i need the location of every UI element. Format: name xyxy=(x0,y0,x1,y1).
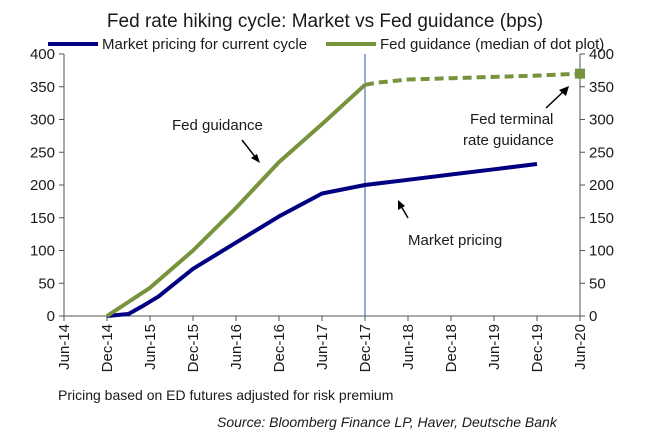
y-tick-label-right: 250 xyxy=(589,144,614,161)
arrow-fed-terminal xyxy=(545,90,565,109)
series-line-1 xyxy=(105,83,367,318)
end-marker xyxy=(575,68,585,79)
y-tick-label-left: 250 xyxy=(30,144,55,161)
annotation-fed-terminal-2: rate guidance xyxy=(463,132,554,149)
annotation-fed-guidance: Fed guidance xyxy=(172,117,263,134)
arrowhead-fed-terminal xyxy=(559,86,569,96)
series-line-0 xyxy=(106,162,538,318)
footnote: Pricing based on ED futures adjusted for… xyxy=(58,387,393,403)
y-tick-label-left: 350 xyxy=(30,79,55,96)
y-tick-label-right: 400 xyxy=(589,46,614,63)
y-tick-label-left: 300 xyxy=(30,112,55,129)
y-tick-label-left: 50 xyxy=(38,275,55,292)
x-tick-label: Dec-18 xyxy=(443,324,460,372)
y-tick-label-right: 200 xyxy=(589,177,614,194)
x-tick-label: Jun-14 xyxy=(56,324,73,370)
arrowhead-fed-guidance xyxy=(251,154,260,163)
x-tick-label: Jun-18 xyxy=(400,324,417,370)
y-tick-label-right: 100 xyxy=(589,243,614,260)
chart-title: Fed rate hiking cycle: Market vs Fed gui… xyxy=(107,11,543,32)
annotation-market-pricing: Market pricing xyxy=(408,232,502,249)
y-tick-label-left: 0 xyxy=(47,308,55,325)
y-tick-label-left: 100 xyxy=(30,243,55,260)
series-line-2 xyxy=(364,71,581,87)
y-tick-label-left: 150 xyxy=(30,210,55,227)
x-tick-label: Jun-17 xyxy=(314,324,331,370)
x-tick-label: Dec-17 xyxy=(357,324,374,372)
x-tick-label: Jun-19 xyxy=(486,324,503,370)
x-tick-label: Jun-15 xyxy=(142,324,159,370)
y-tick-label-right: 150 xyxy=(589,210,614,227)
y-tick-label-left: 200 xyxy=(30,177,55,194)
y-tick-label-left: 400 xyxy=(30,46,55,63)
arrowhead-market-pricing xyxy=(398,200,405,210)
source-note: Source: Bloomberg Finance LP, Haver, Deu… xyxy=(217,414,558,430)
x-tick-label: Jun-20 xyxy=(572,324,589,370)
annotation-fed-terminal-1: Fed terminal xyxy=(470,111,553,128)
x-tick-label: Dec-16 xyxy=(271,324,288,372)
x-tick-label: Dec-19 xyxy=(529,324,546,372)
y-tick-label-right: 50 xyxy=(589,275,606,292)
y-tick-label-right: 0 xyxy=(589,308,597,325)
arrow-market-pricing xyxy=(400,205,409,219)
legend-label-market: Market pricing for current cycle xyxy=(102,36,307,53)
x-tick-label: Jun-16 xyxy=(228,324,245,370)
y-tick-label-right: 300 xyxy=(589,112,614,129)
y-tick-label-right: 350 xyxy=(589,79,614,96)
x-tick-label: Dec-14 xyxy=(99,324,116,372)
x-tick-label: Dec-15 xyxy=(185,324,202,372)
plot-area xyxy=(105,54,585,318)
legend-label-fed: Fed guidance (median of dot plot) xyxy=(380,36,604,53)
arrow-fed-guidance xyxy=(241,139,257,159)
axes: 0 0 50 50 100 100 150 150 200 200 250 250 300 300 350 3… xyxy=(30,46,614,372)
